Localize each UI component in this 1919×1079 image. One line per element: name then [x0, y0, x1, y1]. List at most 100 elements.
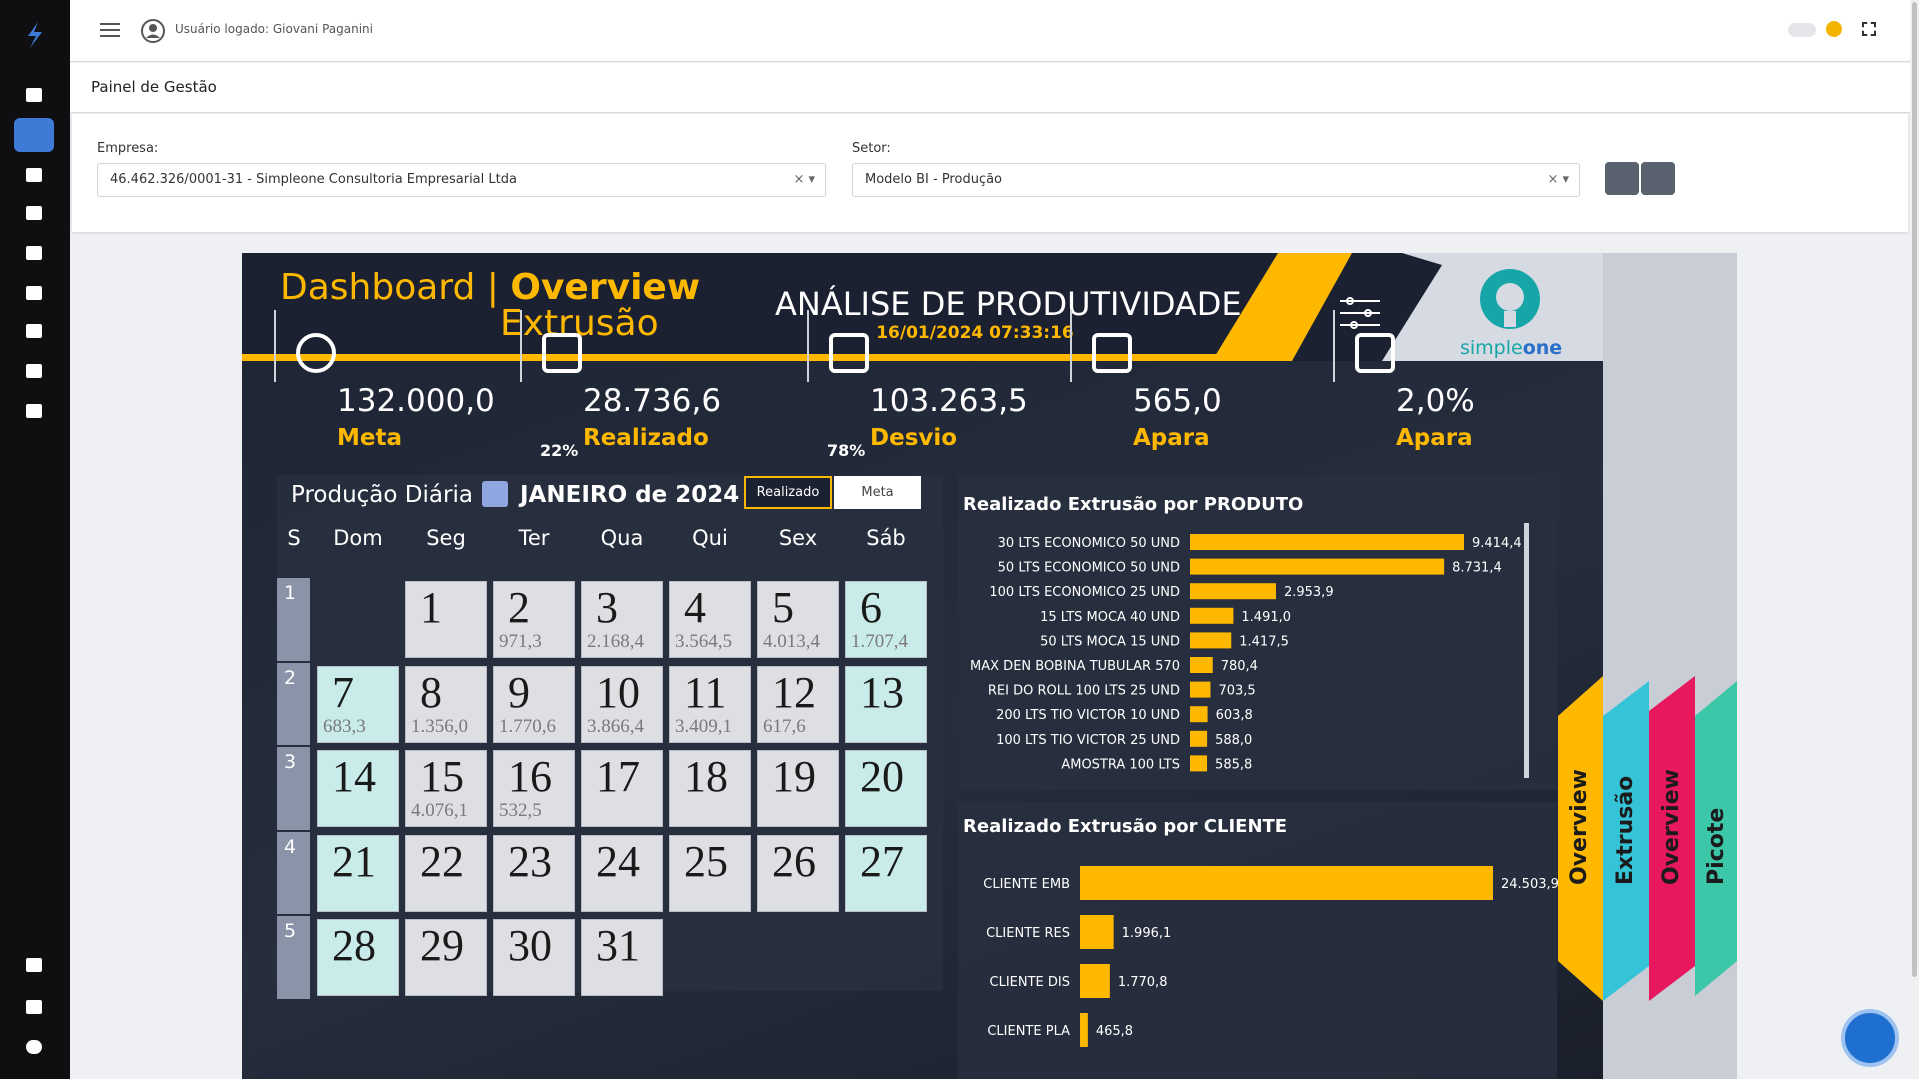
empresa-select[interactable]: 46.462.326/0001-31 - Simpleone Consultor… [97, 163, 826, 197]
bar [1080, 866, 1493, 900]
week-label: 4 [284, 835, 297, 858]
chart-title: Realizado Extrusão por PRODUTO [963, 494, 1303, 515]
day-number: 1 [420, 583, 442, 632]
toggle-meta[interactable]: Meta [834, 476, 921, 509]
tab-shapes [1558, 676, 1737, 1001]
bar [1190, 632, 1232, 649]
home-icon[interactable] [26, 88, 42, 102]
day-cell[interactable]: 16 532,5 [493, 750, 575, 827]
bar [1080, 964, 1110, 998]
setor-value: Modelo BI - Produção [865, 172, 1003, 187]
bar-value-label: 9.414,4 [1472, 536, 1522, 551]
day-cell[interactable]: 1 [405, 581, 487, 658]
day-cell[interactable]: 23 [493, 834, 575, 912]
tab-label[interactable]: Picote [1704, 807, 1729, 885]
toggle-realizado[interactable]: Realizado [744, 476, 832, 509]
day-cell[interactable]: 3 2.168,4 [581, 581, 663, 658]
kpi-value: 2,0% [1396, 383, 1475, 419]
day-cell[interactable]: 17 [581, 750, 663, 827]
day-value: 2.168,4 [587, 631, 644, 652]
day-cell[interactable]: 13 [845, 665, 927, 743]
title-b: Overview [510, 267, 701, 308]
sun-icon[interactable] [1826, 21, 1842, 37]
bar [1190, 681, 1211, 698]
day-cell[interactable]: 8 1.356,0 [405, 665, 487, 743]
page-scrollbar[interactable] [1910, 0, 1919, 1079]
day-number: 13 [860, 667, 904, 717]
bar-value-label: 24.503,9 [1501, 877, 1559, 892]
day-cell[interactable]: 10 3.866,4 [581, 665, 663, 743]
gear-icon[interactable] [26, 324, 42, 338]
fullscreen-icon[interactable] [1862, 22, 1876, 36]
day-cell[interactable]: 31 [581, 919, 663, 996]
chart-nav-active[interactable] [14, 118, 54, 152]
map-icon[interactable] [26, 168, 42, 182]
day-cell[interactable]: 18 [669, 750, 751, 827]
kpi-label: Meta [337, 425, 403, 451]
bar-value-label: 780,4 [1221, 659, 1258, 674]
theme-toggle[interactable] [1788, 23, 1816, 37]
day-cell[interactable]: 30 [493, 919, 575, 996]
tab-label[interactable]: Overview [1659, 769, 1684, 885]
day-cell[interactable]: 5 4.013,4 [757, 581, 839, 658]
day-cell[interactable]: 22 [405, 834, 487, 912]
day-cell[interactable]: 14 [317, 750, 399, 827]
user-icon[interactable] [26, 1040, 42, 1054]
day-cell[interactable]: 27 [845, 834, 927, 912]
menu-button[interactable] [100, 21, 122, 39]
day-cell[interactable]: 11 3.409,1 [669, 665, 751, 743]
print-button[interactable] [1605, 162, 1639, 195]
bar [1080, 1013, 1088, 1047]
bar-value-label: 588,0 [1215, 733, 1252, 748]
day-number: 3 [596, 583, 618, 632]
produto-panel [958, 475, 1557, 790]
expand-button[interactable] [1641, 162, 1675, 195]
day-cell[interactable]: 15 4.076,1 [405, 750, 487, 827]
doc-icon[interactable] [26, 364, 42, 378]
filter-icon[interactable] [26, 206, 42, 220]
day-value: 532,5 [499, 800, 542, 821]
day-number: 17 [596, 752, 640, 801]
mail-icon[interactable] [26, 1000, 42, 1014]
day-number: 20 [860, 752, 904, 801]
calendar-icon [482, 481, 508, 507]
kpi-separator [1333, 310, 1335, 382]
setor-select[interactable]: Modelo BI - Produção × ▾ [852, 163, 1580, 197]
day-cell[interactable]: 26 [757, 834, 839, 912]
day-number: 27 [860, 836, 904, 886]
tab-label[interactable]: Overview [1567, 769, 1592, 885]
bell-icon[interactable] [26, 958, 42, 972]
kpi-value: 565,0 [1133, 383, 1222, 419]
bar-category: AMOSTRA 100 LTS [1061, 757, 1180, 772]
produto-scrollbar[interactable] [1524, 523, 1529, 778]
day-cell[interactable]: 28 [317, 919, 399, 996]
bar-category: 100 LTS ECONOMICO 25 UND [989, 585, 1180, 600]
cart-icon[interactable] [26, 246, 42, 260]
day-cell[interactable]: 21 [317, 834, 399, 912]
bar-value-label: 1.417,5 [1239, 634, 1289, 649]
day-cell[interactable]: 7 683,3 [317, 665, 399, 743]
week-label: 2 [284, 666, 297, 689]
tab-label[interactable]: Extrusão [1613, 775, 1638, 885]
support-icon[interactable] [26, 404, 42, 418]
day-cell[interactable]: 6 1.707,4 [845, 581, 927, 658]
chat-button[interactable] [1841, 1009, 1899, 1067]
day-number: 19 [772, 752, 816, 801]
day-cell[interactable]: 12 617,6 [757, 665, 839, 743]
day-cell[interactable]: 4 3.564,5 [669, 581, 751, 658]
day-cell[interactable]: 24 [581, 834, 663, 912]
day-cell[interactable]: 20 [845, 750, 927, 827]
day-cell[interactable]: 2 971,3 [493, 581, 575, 658]
day-cell[interactable]: 9 1.770,6 [493, 665, 575, 743]
dashboard: Dashboard | Overview Extrusão ANÁLISE DE… [242, 253, 1603, 1079]
kpi-icon [1355, 333, 1395, 373]
bar-category: 50 LTS MOCA 15 UND [1040, 634, 1180, 649]
kpi-value: 28.736,6 [583, 383, 722, 419]
day-cell[interactable]: 29 [405, 919, 487, 996]
day-cell[interactable]: 25 [669, 834, 751, 912]
day-cell[interactable]: 19 [757, 750, 839, 827]
empresa-label: Empresa: [97, 141, 159, 156]
bar-value-label: 8.731,4 [1452, 561, 1502, 576]
logo-text: simpleone [1460, 337, 1562, 359]
shield-icon[interactable] [26, 286, 42, 300]
